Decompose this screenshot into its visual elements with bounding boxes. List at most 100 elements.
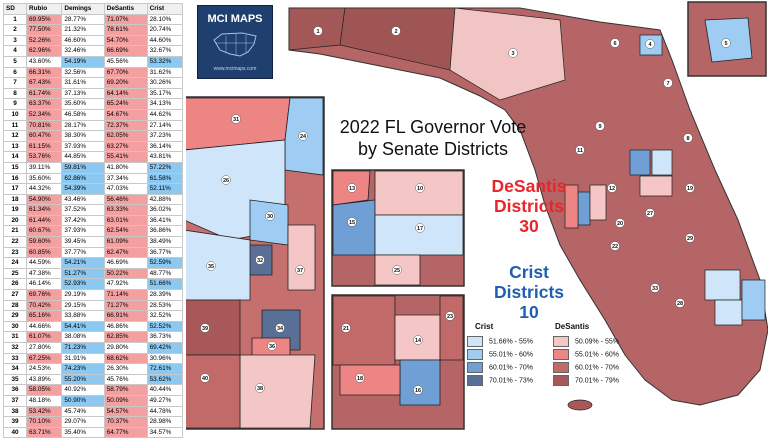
- vote-share-cell: 39.11%: [25, 161, 63, 174]
- table-row: 25 47.38% 51.27% 50.22% 48.77%: [3, 267, 184, 280]
- vote-share-cell: 36.73%: [146, 331, 184, 343]
- district-label-bg-40: [200, 373, 210, 383]
- district-label-8: 8: [686, 136, 689, 142]
- vote-share-cell: 66.69%: [103, 45, 148, 57]
- district-label-36: 36: [269, 344, 275, 350]
- table-row: 1 69.95% 28.77% 71.07% 28.10%: [3, 13, 184, 26]
- vote-share-cell: 37.93%: [61, 225, 105, 238]
- vote-share-cell: 46.14%: [25, 278, 63, 291]
- vote-share-cell: 46.86%: [103, 320, 148, 333]
- vote-share-cell: 51.66%: [146, 278, 184, 291]
- district-number-cell: 10: [3, 108, 27, 121]
- district-label-3: 3: [511, 51, 514, 57]
- vote-share-cell: 30.26%: [146, 77, 184, 89]
- district-number-cell: 22: [3, 236, 27, 248]
- vote-share-cell: 54.57%: [103, 405, 148, 418]
- vote-share-cell: 52.26%: [25, 34, 63, 47]
- vote-share-cell: 36.14%: [146, 140, 184, 153]
- table-row: 30 44.66% 54.41% 46.86% 52.52%: [3, 320, 184, 333]
- table-row: 18 54.90% 43.46% 56.46% 42.88%: [3, 193, 184, 206]
- vote-share-cell: 54.67%: [103, 108, 148, 121]
- vote-share-cell: 62.85%: [103, 331, 148, 343]
- vote-share-cell: 43.46%: [61, 193, 105, 206]
- crist-legend-swatch: [467, 336, 483, 347]
- table-row: 32 27.80% 71.23% 29.80% 69.42%: [3, 342, 184, 354]
- vote-share-cell: 37.42%: [61, 214, 105, 227]
- vote-share-cell: 55.41%: [103, 151, 148, 163]
- vote-share-cell: 53.32%: [146, 55, 184, 68]
- desantis-legend-item: 50.09% - 55%: [553, 336, 619, 348]
- inset-district-18: [339, 364, 401, 396]
- district-label-29: 29: [687, 236, 693, 242]
- district-label-5: 5: [724, 41, 727, 47]
- inset-district-10: [374, 170, 464, 216]
- vote-share-cell: 61.07%: [25, 331, 63, 343]
- district-label-27: 27: [647, 211, 653, 217]
- results-table: SD Rubio Demings DeSantis Crist 1 69.95% 28.77…: [3, 3, 184, 438]
- desantis-districts-count: DeSantis Districts 30: [476, 176, 582, 236]
- crist-districts-count: Crist Districts 10: [476, 262, 582, 322]
- vote-share-cell: 44.32%: [25, 183, 63, 195]
- vote-share-cell: 33.88%: [61, 310, 105, 322]
- vote-share-cell: 37.52%: [61, 204, 105, 216]
- crist-legend-item: 60.01% - 70%: [467, 362, 533, 374]
- vote-share-cell: 26.30%: [103, 363, 148, 375]
- crist-legend-label: 51.66% - 55%: [489, 338, 533, 346]
- vote-share-cell: 28.98%: [146, 416, 184, 428]
- district-number-cell: 20: [3, 214, 27, 227]
- vote-share-cell: 52.11%: [146, 183, 184, 195]
- district-label-bg-18: [355, 373, 365, 383]
- vote-share-cell: 51.27%: [61, 267, 105, 280]
- vote-share-cell: 49.27%: [146, 394, 184, 407]
- district-number-cell: 12: [3, 130, 27, 142]
- crist-legend-label: 55.01% - 60%: [489, 351, 533, 359]
- vote-share-cell: 34.13%: [146, 98, 184, 110]
- table-row: 37 48.18% 50.90% 50.09% 49.27%: [3, 394, 184, 407]
- district-label-28: 28: [677, 301, 683, 307]
- district-shape-26-main: [704, 269, 741, 301]
- district-number-cell: 24: [3, 257, 27, 269]
- vote-share-cell: 43.81%: [146, 151, 184, 163]
- district-number-cell: 16: [3, 172, 27, 185]
- vote-share-cell: 46.69%: [103, 257, 148, 269]
- table-row: 13 61.15% 37.93% 63.27% 36.14%: [3, 140, 184, 153]
- vote-share-cell: 78.61%: [103, 24, 148, 36]
- district-shape-10-main: [639, 175, 673, 197]
- vote-share-cell: 72.61%: [146, 363, 184, 375]
- vote-share-cell: 35.60%: [61, 98, 105, 110]
- vote-share-cell: 46.60%: [61, 34, 105, 47]
- vote-share-cell: 34.57%: [146, 426, 184, 438]
- legend-desantis-header: DeSantis: [555, 322, 590, 331]
- vote-share-cell: 44.60%: [146, 34, 184, 47]
- vote-share-cell: 44.85%: [61, 151, 105, 163]
- florida-map: 1 234 567891011121314151617181920212223242…: [186, 1, 768, 430]
- table-row: 28 70.42% 29.15% 71.27% 28.53%: [3, 299, 184, 312]
- district-label-bg-8: [683, 133, 693, 143]
- inset-district-35: [186, 229, 251, 301]
- table-row: 38 53.42% 45.74% 54.57% 44.78%: [3, 405, 184, 418]
- table-header: SD Rubio Demings DeSantis Crist: [3, 3, 184, 15]
- district-label-bg-10: [415, 183, 425, 193]
- district-shape-14: [589, 184, 607, 221]
- district-number-cell: 26: [3, 278, 27, 291]
- vote-share-cell: 63.33%: [103, 204, 148, 216]
- vote-share-cell: 32.52%: [146, 310, 184, 322]
- district-number-cell: 23: [3, 246, 27, 259]
- vote-share-cell: 62.47%: [103, 246, 148, 259]
- district-label-bg-17: [415, 223, 425, 233]
- vote-share-cell: 60.85%: [25, 246, 63, 259]
- district-label-bg-21: [341, 323, 351, 333]
- vote-share-cell: 65.24%: [103, 98, 148, 110]
- district-label-7: 7: [666, 81, 669, 87]
- vote-share-cell: 39.45%: [61, 236, 105, 248]
- district-label-38: 38: [257, 386, 263, 392]
- district-number-cell: 28: [3, 299, 27, 312]
- vote-share-cell: 44.62%: [146, 108, 184, 121]
- district-number-cell: 21: [3, 225, 27, 238]
- crist-label: Crist: [509, 262, 549, 282]
- vote-share-cell: 24.53%: [25, 363, 63, 375]
- table-row: 15 39.11% 59.81% 41.80% 57.22%: [3, 161, 184, 174]
- district-number-cell: 2: [3, 24, 27, 36]
- vote-share-cell: 67.43%: [25, 77, 63, 89]
- district-number-cell: 37: [3, 394, 27, 407]
